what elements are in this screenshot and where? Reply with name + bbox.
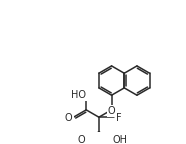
- Text: F: F: [116, 113, 122, 123]
- Text: O: O: [78, 135, 85, 144]
- Text: HO: HO: [71, 90, 86, 100]
- Text: O: O: [65, 113, 73, 123]
- Text: O: O: [108, 106, 115, 116]
- Text: OH: OH: [113, 135, 127, 144]
